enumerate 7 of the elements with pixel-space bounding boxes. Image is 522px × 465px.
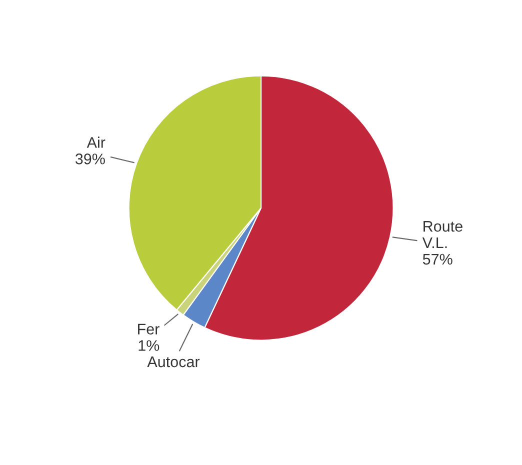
slice-label: Air — [86, 136, 106, 148]
slice-label: Fer — [138, 324, 160, 334]
data-label: 1% — [138, 340, 160, 351]
data-label: 57% — [422, 254, 452, 265]
slice-label: Route V.L. — [422, 221, 462, 248]
data-label: 39% — [75, 154, 105, 164]
slice-label: Autocar — [147, 356, 200, 368]
